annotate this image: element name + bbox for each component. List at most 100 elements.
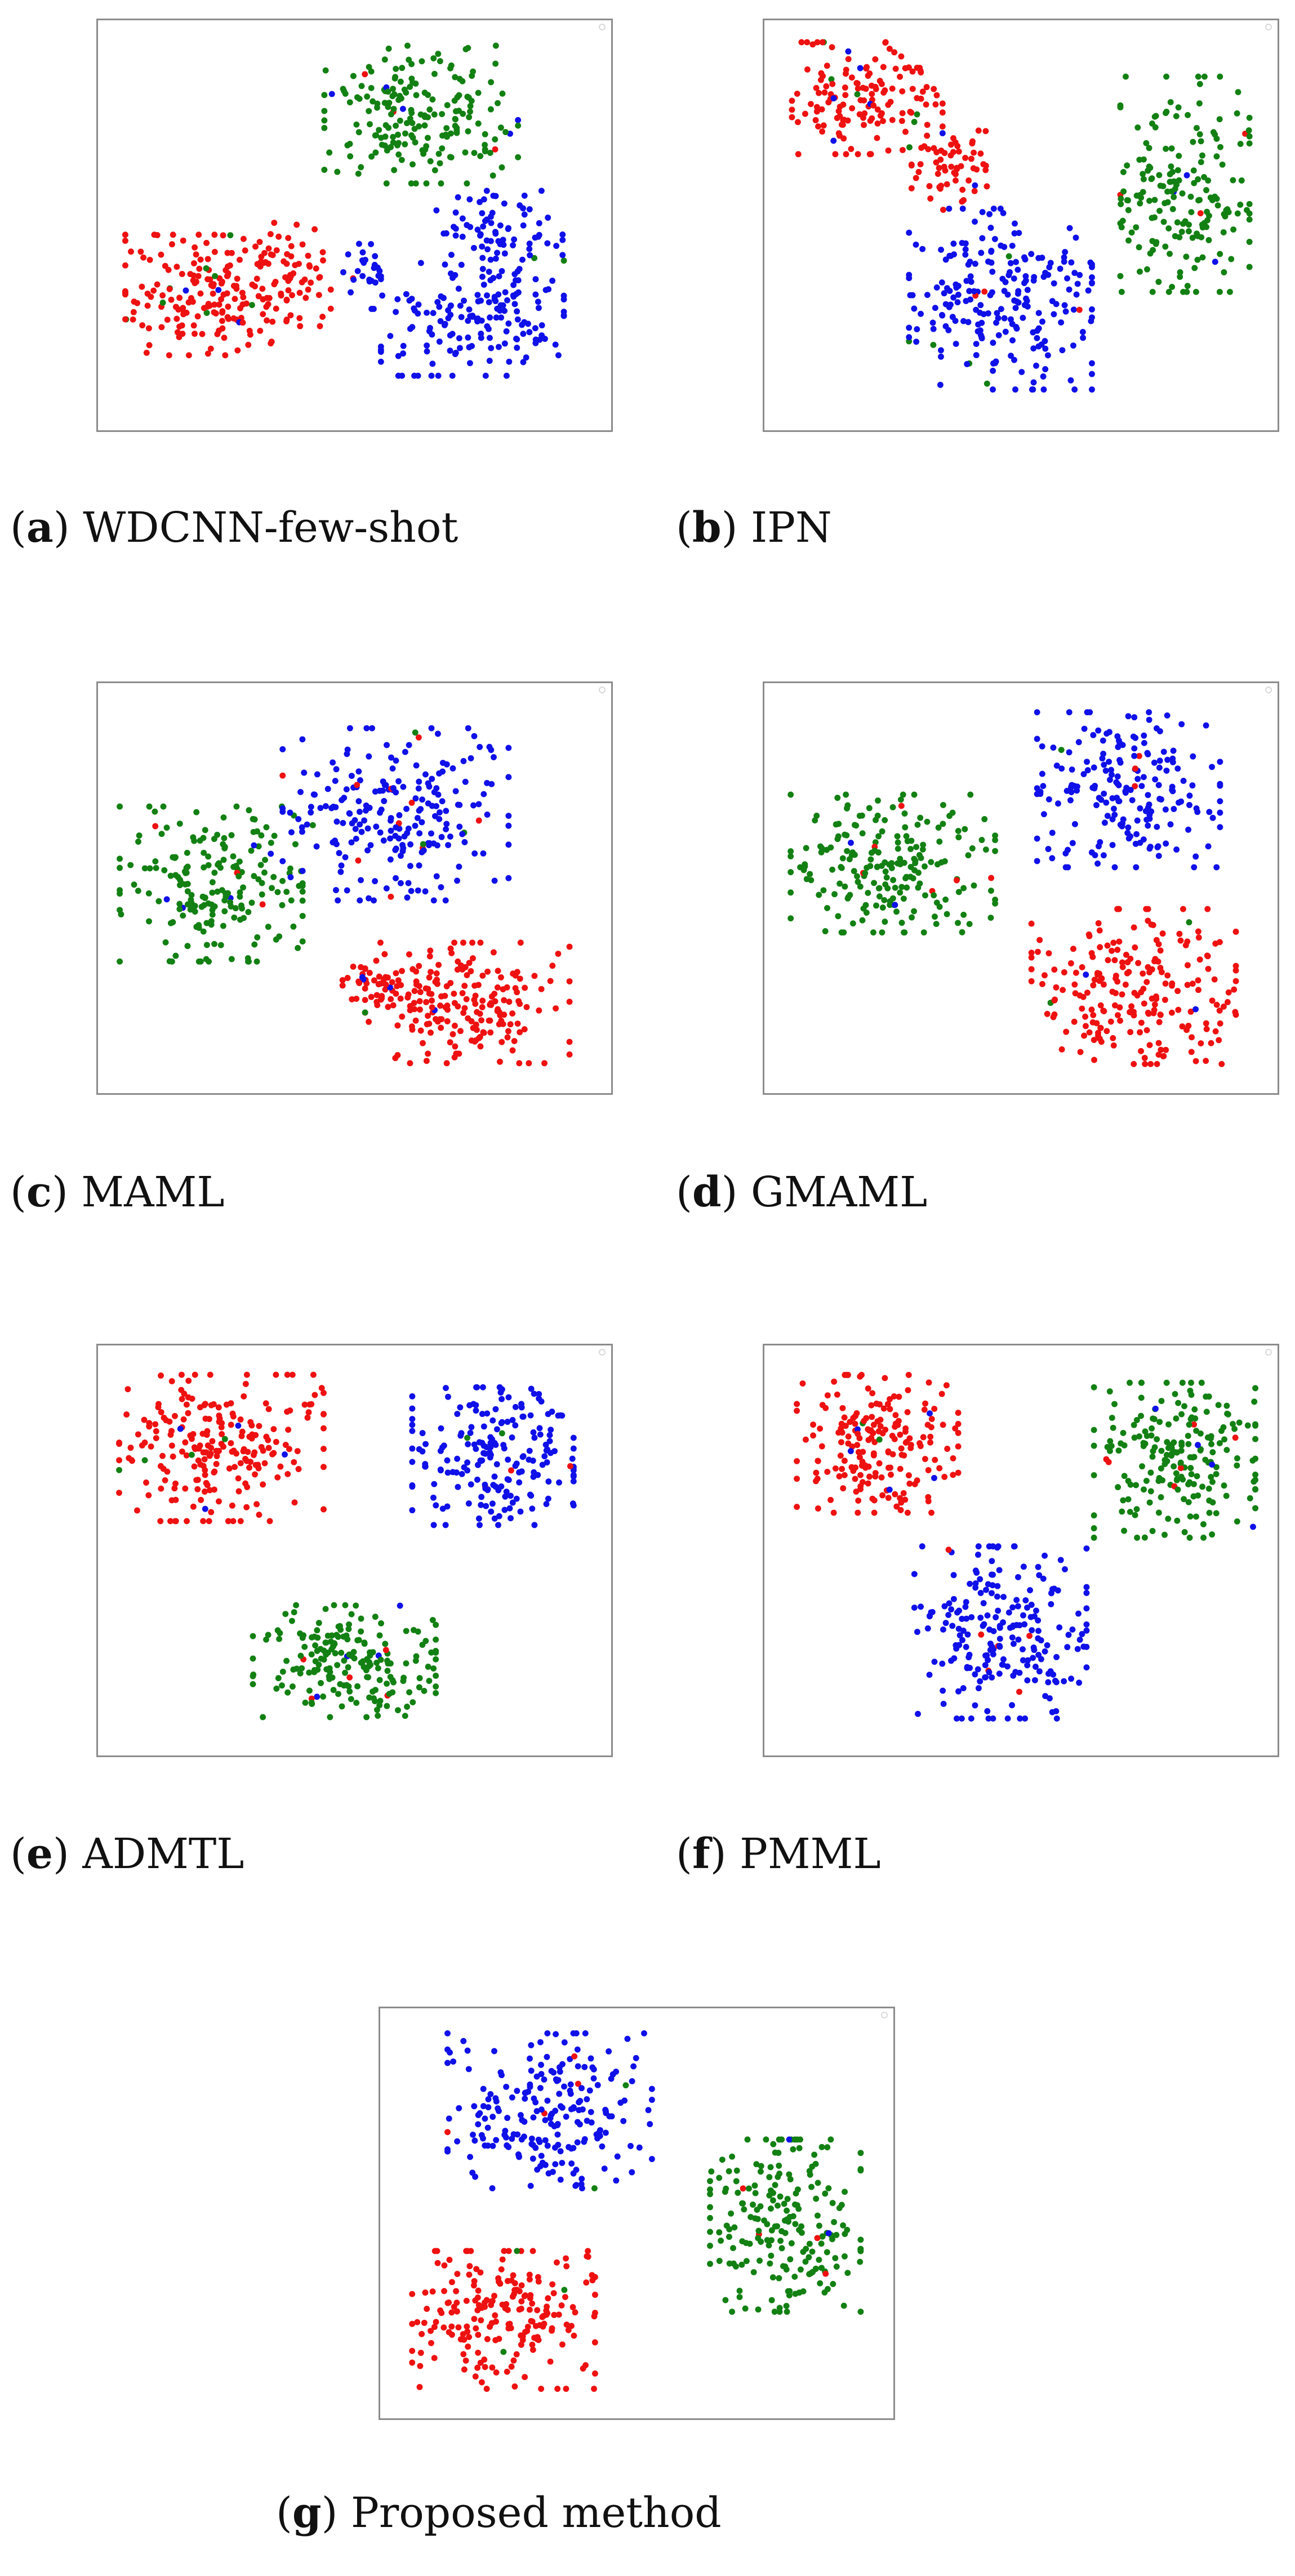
scatter-point-green [412,139,419,146]
scatter-point-green [259,891,265,898]
scatter-point-blue [505,2143,512,2150]
scatter-point-blue [510,293,517,300]
scatter-point-green [172,854,178,861]
scatter-point-blue [486,299,492,306]
scatter-point-blue [1156,757,1163,764]
scatter-point-red [211,231,218,238]
scatter-point-blue [1035,1652,1042,1658]
scatter-point-green [1127,1481,1134,1488]
scatter-point-green [466,114,473,121]
scatter-point-red [266,1518,273,1525]
scatter-point-red [523,1004,530,1010]
scatter-point-red [454,966,461,973]
scatter-point-green [403,1628,410,1634]
scatter-point-red [866,1473,873,1480]
scatter-point-red [1146,1042,1153,1049]
scatter-point-green [736,2288,743,2294]
scatter-point-red [180,311,187,318]
scatter-point-blue [511,236,518,243]
scatter-point-red [470,1024,477,1031]
scatter-point-blue [509,2136,515,2142]
scatter-point-green [806,2168,813,2174]
scatter-point-green [768,2297,775,2303]
scatter-point-red [1225,989,1232,996]
scatter-point-green [1149,175,1155,182]
scatter-point-red [836,113,843,119]
scatter-point-green [1220,229,1227,235]
scatter-point-blue [512,1422,519,1429]
scatter-point-green [375,1713,381,1719]
scatter-point-blue [990,206,997,212]
scatter-point-green [1156,1419,1163,1425]
scatter-point-green [346,1651,353,1658]
scatter-point-blue [455,194,461,200]
scatter-point-blue [467,1429,474,1436]
scatter-point-green [1252,1472,1259,1478]
scatter-point-blue [177,1425,184,1432]
scatter-point-blue [494,305,501,312]
scatter-point-red [491,2293,497,2299]
scatter-point-blue [641,2030,647,2036]
scatter-point-red [289,292,295,298]
scatter-point-green [860,905,867,912]
scatter-point-blue [430,1522,437,1528]
scatter-point-blue [495,2107,502,2114]
scatter-point-red [495,968,501,974]
scatter-point-blue [1050,745,1057,751]
scatter-point-green [844,805,851,812]
scatter-point-red [933,149,940,155]
scatter-point-blue [535,233,541,240]
scatter-point-blue [1186,792,1193,799]
scatter-point-red [839,122,846,128]
scatter-point-green [399,65,406,72]
scatter-point-blue [942,256,949,263]
scatter-point-green [750,2269,757,2275]
scatter-point-blue [968,1715,974,1722]
scatter-point-green [824,2144,831,2151]
scatter-point-red [924,122,931,128]
scatter-point-blue [1115,743,1122,750]
scatter-point-red [908,109,915,116]
scatter-point-red [897,1495,904,1501]
scatter-point-blue [407,863,413,870]
scatter-point-green [729,2308,736,2315]
scatter-point-red [235,1475,242,1482]
scatter-point-blue [287,809,293,816]
scatter-point-red [855,85,861,92]
scatter-point-red [462,964,469,970]
scatter-point-blue [455,1483,461,1490]
scatter-point-blue [428,372,435,379]
scatter-plot-a [122,42,567,379]
scatter-point-green [236,858,243,865]
scatter-point-green [853,822,860,829]
scatter-point-blue [1030,329,1036,336]
scatter-point-green [274,1627,281,1634]
scatter-point-green [495,100,501,106]
scatter-point-green [211,941,218,947]
scatter-point-blue [551,1448,558,1455]
scatter-point-red [393,970,399,977]
scatter-point-blue [1107,777,1113,783]
scatter-point-red [424,2306,430,2312]
scatter-point-red [501,2248,508,2254]
scatter-point-green [1186,1421,1192,1428]
scatter-point-red [487,2323,493,2330]
scatter-point-red [591,2386,597,2392]
scatter-point-blue [1013,325,1020,332]
scatter-point-red [813,84,820,91]
scatter-point-blue [1065,864,1071,871]
scatter-point-red [189,298,196,305]
scatter-point-red [887,1396,893,1402]
scatter-point-blue [440,1442,447,1449]
scatter-point-red [971,188,978,194]
scatter-point-green [471,150,478,157]
scatter-point-red [531,973,538,979]
scatter-point-red [879,1492,886,1499]
scatter-point-green [1216,1440,1223,1447]
scatter-point-blue [990,386,996,393]
scatter-point-blue [995,1607,1002,1614]
scatter-point-blue [1134,776,1141,782]
scatter-point-green [416,123,422,130]
scatter-point-blue [1250,1523,1256,1530]
scatter-point-red [871,1509,878,1516]
